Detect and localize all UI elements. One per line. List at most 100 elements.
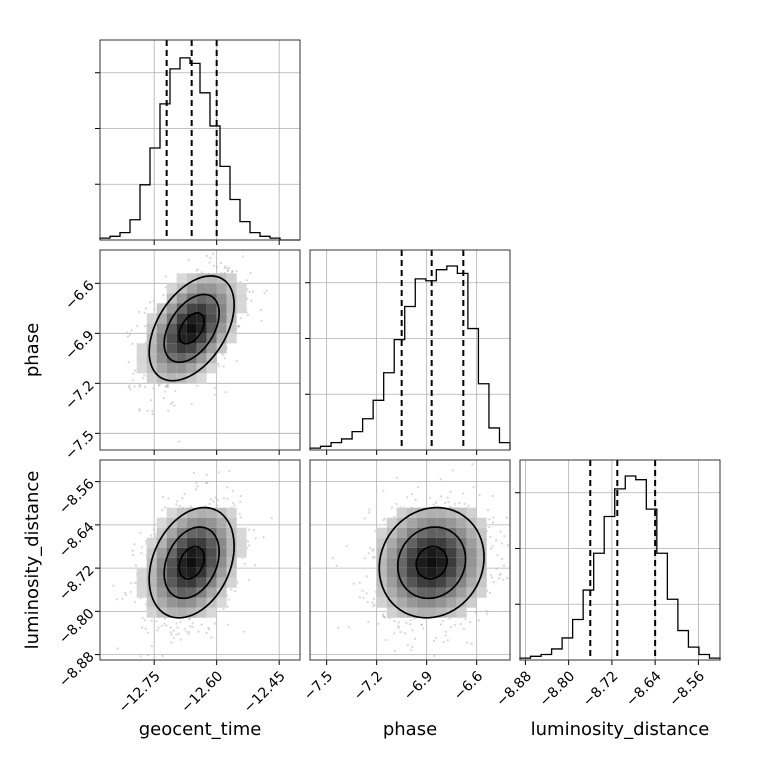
sample-point <box>428 496 431 499</box>
density-cell <box>196 293 207 304</box>
density-cell <box>226 293 237 304</box>
panel-phase-geocent_time: −7.5 −7.2 −6.9 −6.6 <box>62 249 301 463</box>
sample-point <box>208 261 211 264</box>
density-cell <box>446 507 457 518</box>
density-cell <box>226 537 237 548</box>
sample-point <box>363 517 366 520</box>
density-cell <box>166 607 177 618</box>
sample-point <box>453 623 456 627</box>
xtick-label-phase: −7.2 <box>351 668 386 703</box>
sample-point <box>165 624 168 627</box>
sample-point <box>156 629 159 632</box>
sample-point <box>488 591 491 595</box>
density-cell <box>186 527 197 538</box>
sample-point <box>465 641 468 644</box>
sample-point <box>166 384 169 387</box>
density-cell <box>186 363 197 374</box>
sample-point <box>157 384 160 387</box>
sample-point <box>189 505 193 508</box>
ytick-label-luminosity_distance: −8.80 <box>56 606 98 648</box>
sample-point <box>235 270 238 273</box>
sample-point <box>489 574 493 577</box>
density-cell <box>236 547 247 558</box>
density-cell <box>206 507 217 518</box>
ytick-label-luminosity_distance: −8.72 <box>56 562 98 604</box>
sample-point <box>149 301 152 304</box>
density-cell <box>226 303 237 314</box>
density-cell <box>426 527 437 538</box>
sample-point <box>126 335 130 338</box>
sample-point <box>214 622 217 625</box>
sample-point <box>410 649 413 652</box>
sample-point <box>208 502 211 505</box>
sample-point <box>490 576 493 579</box>
sample-point <box>506 544 509 547</box>
sample-point <box>503 535 506 538</box>
density-cell <box>186 567 197 578</box>
density-cell <box>156 303 167 314</box>
density-cell <box>446 587 457 598</box>
density-cell <box>436 557 447 568</box>
density-cell <box>476 517 487 528</box>
density-cell <box>456 517 467 528</box>
density-cell <box>176 333 187 344</box>
sample-point <box>382 612 385 616</box>
sample-point <box>471 463 474 466</box>
sample-point <box>222 497 225 500</box>
sample-point <box>414 637 417 641</box>
sample-point <box>384 638 387 642</box>
sample-point <box>495 539 498 542</box>
density-cell <box>156 547 167 558</box>
density-cell <box>206 537 217 548</box>
sample-point <box>254 564 257 567</box>
sample-point <box>254 537 257 540</box>
density-cell <box>166 303 177 314</box>
sample-point <box>206 481 209 484</box>
sample-point <box>235 360 238 363</box>
density-cell <box>396 547 407 558</box>
density-cell <box>186 283 197 294</box>
sample-point <box>164 506 167 509</box>
sample-point <box>440 495 443 498</box>
sample-point <box>472 486 475 489</box>
sample-point <box>155 620 158 623</box>
sample-point <box>237 325 240 328</box>
sample-point <box>491 494 494 498</box>
sample-point <box>214 496 217 499</box>
panel-luminosity_distance-geocent_time: −8.88−8.80−8.72−8.64−8.56 −12.75 −12.60 −12… <box>56 459 301 716</box>
density-cell <box>196 313 207 324</box>
sample-point <box>224 391 227 394</box>
sample-point <box>222 608 225 611</box>
sample-point <box>227 598 230 601</box>
density-cell <box>166 333 177 344</box>
sample-point <box>408 623 412 626</box>
density-cell <box>196 343 207 354</box>
xlabel-phase: phase <box>383 719 437 740</box>
sample-point <box>449 490 452 493</box>
sample-point <box>270 517 273 520</box>
density-cell <box>216 597 227 608</box>
sample-point <box>133 543 136 546</box>
sample-point <box>162 294 165 297</box>
sample-point <box>500 557 504 561</box>
sample-point <box>486 612 489 615</box>
sample-point <box>486 509 490 512</box>
density-cell <box>176 527 187 538</box>
density-cell <box>396 507 407 518</box>
sample-point <box>413 617 416 620</box>
density-cell <box>406 597 417 608</box>
sample-point <box>133 600 136 604</box>
density-cell <box>446 567 457 578</box>
density-cell <box>176 517 187 528</box>
xtick-label-phase: −7.5 <box>301 668 336 703</box>
density-cell <box>186 577 197 588</box>
density-cell <box>176 313 187 324</box>
sample-point <box>136 324 139 327</box>
sample-point <box>200 623 203 626</box>
sample-point <box>444 630 447 633</box>
sample-point <box>138 409 141 412</box>
density-cell <box>436 607 447 618</box>
density-cell <box>196 587 207 598</box>
density-cell <box>216 557 227 568</box>
density-cell <box>206 597 217 608</box>
